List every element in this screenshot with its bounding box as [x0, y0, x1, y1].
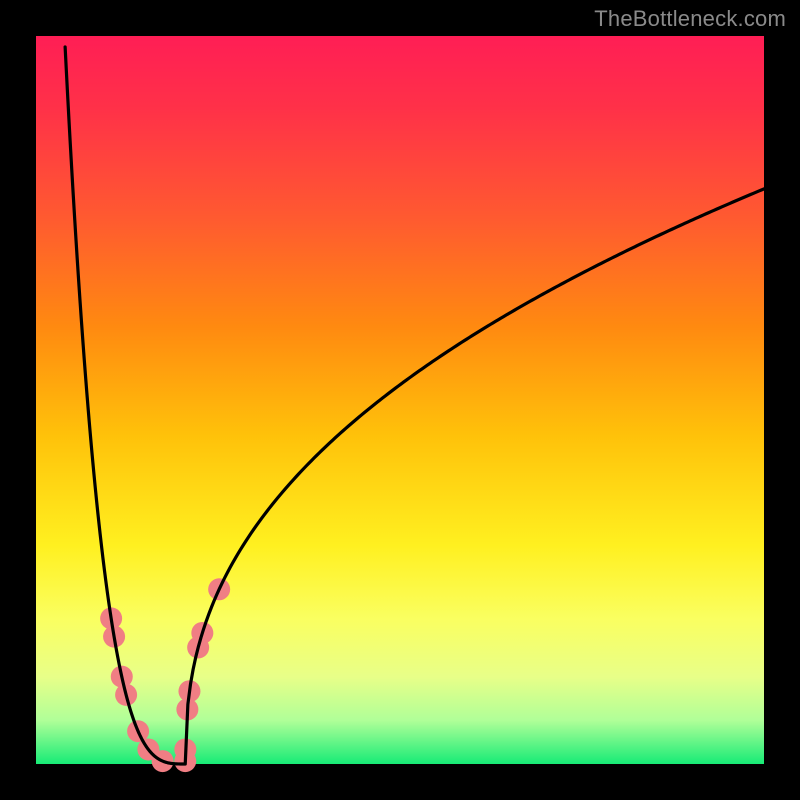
chart-stage: TheBottleneck.com: [0, 0, 800, 800]
bottleneck-curve-chart: [0, 0, 800, 800]
watermark-text: TheBottleneck.com: [594, 6, 786, 32]
plot-area: [36, 36, 764, 764]
